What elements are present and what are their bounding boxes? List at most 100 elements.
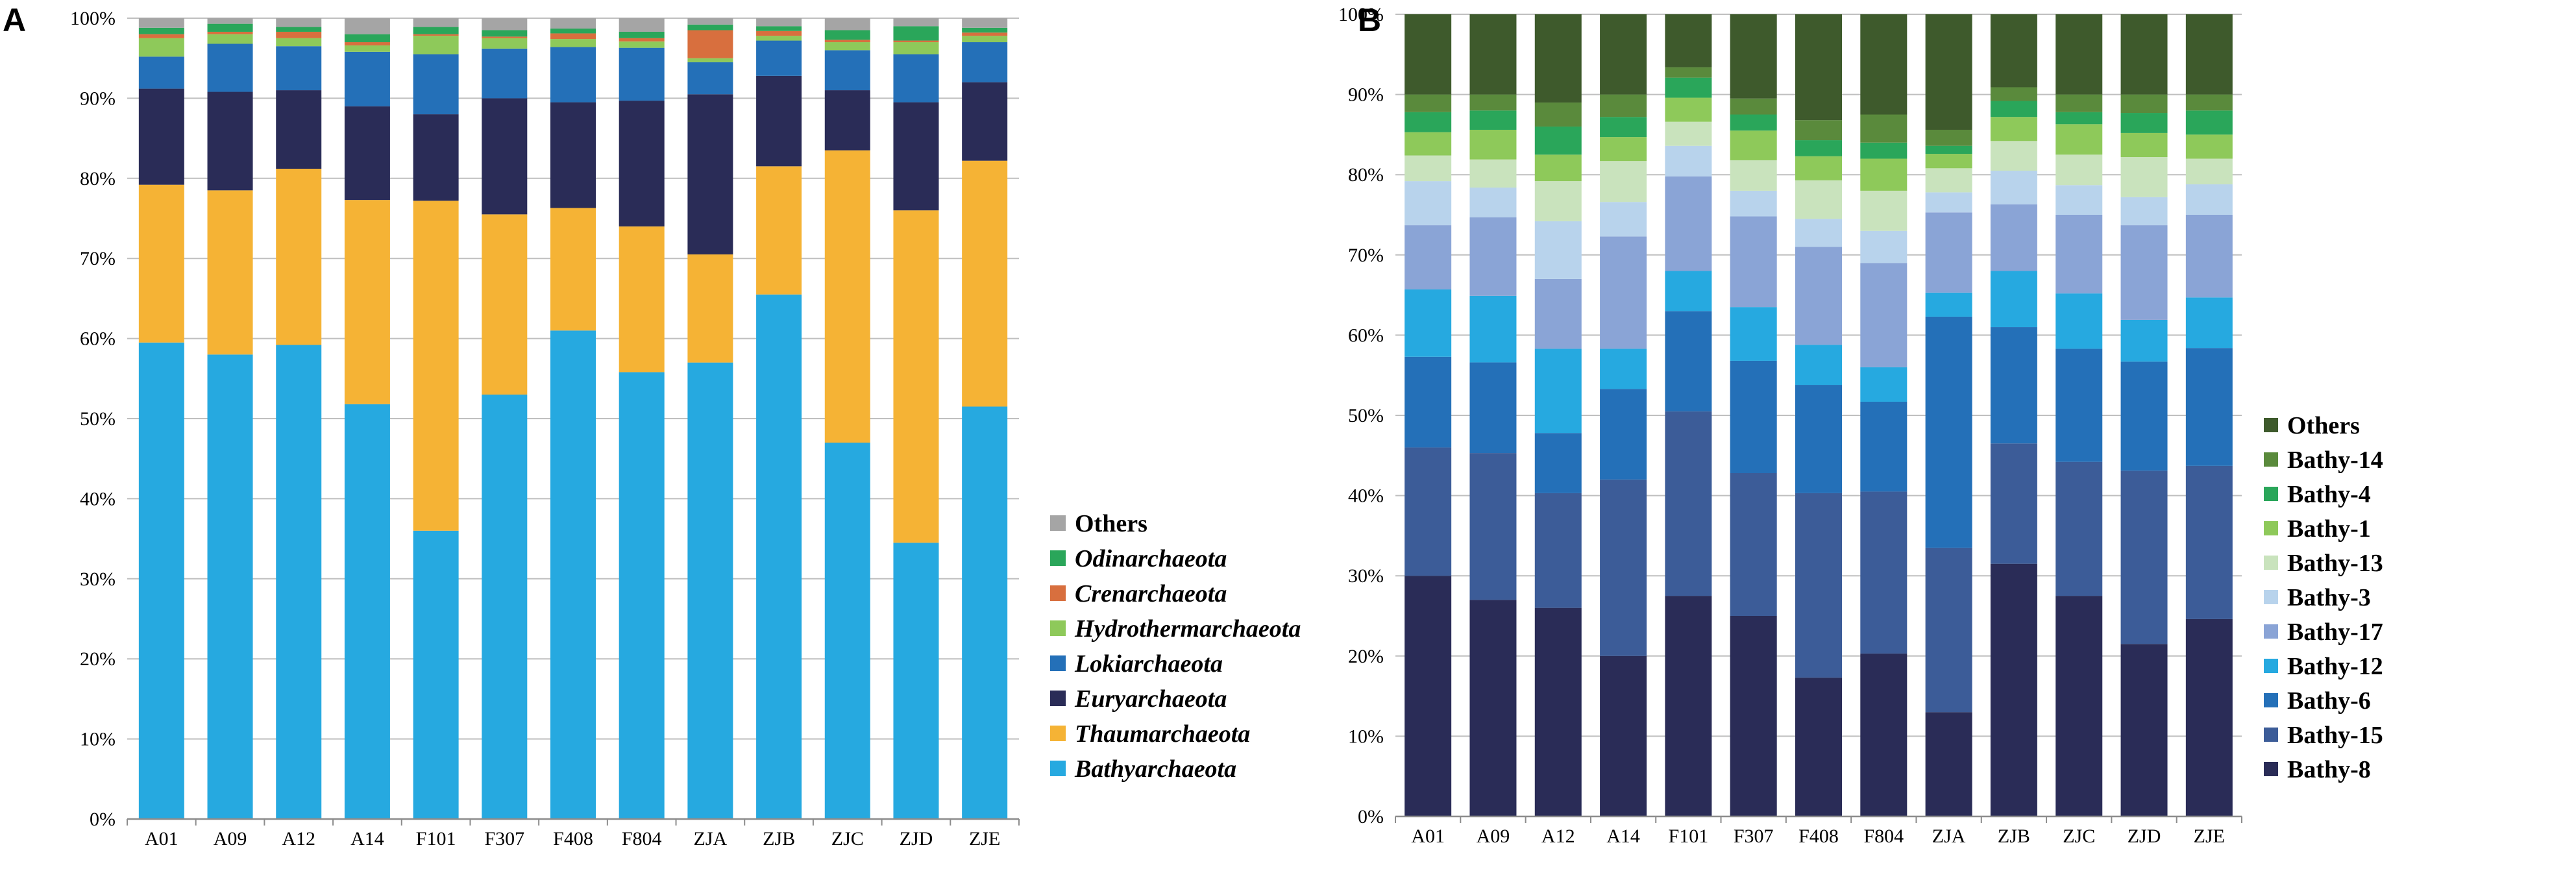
panel-a-legend-swatch (1050, 515, 1066, 531)
panel-a-bar-f307-odinarchaeota (482, 30, 528, 37)
panel-a-bar-f804-hydrothermarchaeota (619, 41, 665, 48)
panel-a-bar-a14-crenarchaeota (344, 42, 390, 45)
panel-b-x-tick-label: A12 (1541, 826, 1575, 847)
panel-b-legend-label: Bathy-3 (2287, 584, 2371, 611)
panel-b-bar-zja-bathy-1 (1925, 154, 1972, 169)
panel-a-bar-f408-others (550, 18, 596, 29)
panel-b-legend-swatch (2264, 693, 2278, 707)
panel-a-bar-a01-bathyarchaeota (138, 342, 184, 819)
panel-b-bar-zjb-bathy-14 (1990, 87, 2037, 101)
panel-b-legend-swatch (2264, 521, 2278, 535)
panel-b-legend: Others Bathy-14 Bathy-4 Bathy-1 Bathy-13 Bath… (2264, 412, 2383, 783)
panel-a-bar-f307-thaumarchaeota (482, 214, 528, 395)
panel-a-bar-zja-thaumarchaeota (687, 254, 733, 363)
panel-a-bar-a09-hydrothermarchaeota (207, 34, 253, 44)
panel-a-bar-a01-thaumarchaeota (138, 184, 184, 343)
panel-a-legend-label: Euryarchaeota (1074, 685, 1227, 713)
panel-b-bar-f307-others (1730, 14, 1777, 99)
panel-b-legend-swatch (2264, 624, 2278, 639)
panel-b-legend-swatch (2264, 728, 2278, 742)
panel-b-bar-a12-bathy-15 (1534, 493, 1582, 608)
panel-b-bar-f804-bathy-14 (1860, 114, 1907, 143)
panel-b-bar-a14-bathy-12 (1600, 349, 1647, 389)
panel-a-legend-label: Hydrothermarchaeota (1074, 615, 1301, 643)
panel-a-bar-f101-euryarchaeota (413, 114, 459, 201)
panel-b-bar-a12-bathy-13 (1534, 181, 1582, 221)
panel-b-bar-zja-bathy-3 (1925, 192, 1972, 213)
panel-a-y-tick-label: 10% (80, 729, 116, 750)
panel-a-x-tick-label: F101 (416, 828, 456, 850)
panel-b-bar-f408-bathy-3 (1795, 219, 1842, 247)
panel-b-bar-zjd-others (2120, 14, 2168, 95)
panel-a-legend-swatch (1050, 726, 1066, 741)
panel-a-bar-a01-others (138, 18, 184, 28)
panel-b-bar-f408-bathy-8 (1795, 678, 1842, 816)
panel-b-x-tick-label: ZJA (1932, 826, 1966, 847)
panel-a-bar-zjc-odinarchaeota (824, 30, 870, 40)
panel-b-bar-zjb-bathy-15 (1990, 443, 2037, 564)
panel-a-bar-zjb-hydrothermarchaeota (756, 36, 802, 41)
panel-b-bar-zje-bathy-8 (2185, 618, 2233, 816)
panel-b-bar-a09-bathy-3 (1469, 187, 1517, 217)
panel-b-bar-f307-bathy-6 (1730, 360, 1777, 473)
panel-a-legend: Others Odinarchaeota Crenarchaeota Hydrothe… (1050, 510, 1301, 783)
panel-b-bar-zjd-bathy-1 (2120, 132, 2168, 158)
panel-b-bar-f307-bathy-8 (1730, 616, 1777, 816)
panel-b-y-tick-label: 70% (1348, 245, 1384, 266)
panel-b-bar-a12-bathy-14 (1534, 102, 1582, 127)
panel-a-bar-zje-others (962, 18, 1008, 28)
panel-b-bar-f408-bathy-13 (1795, 180, 1842, 219)
panel-b-x-tick-label: F307 (1734, 826, 1774, 847)
panel-b-bar-f101-bathy-6 (1665, 311, 1712, 411)
panel-b-bar-a09-bathy-1 (1469, 129, 1517, 160)
panel-b-legend-label: Bathy-13 (2287, 550, 2383, 577)
panel-a-x-tick-label: ZJA (694, 828, 728, 850)
panel-b-bar-zja-bathy-17 (1925, 212, 1972, 293)
panel-a-bar-f804-thaumarchaeota (619, 226, 665, 373)
panel-b-bar-f804-bathy-17 (1860, 263, 1907, 367)
panel-b-bar-zjb-bathy-12 (1990, 271, 2037, 328)
panel-b-bar-f804-bathy-1 (1860, 158, 1907, 191)
panel-b-x-tick-label: F101 (1669, 826, 1709, 847)
panel-b-y-tick-label: 90% (1348, 84, 1384, 106)
panel-a-bar-a09-bathyarchaeota (207, 354, 253, 819)
panel-a-y-tick-label: 40% (80, 488, 116, 509)
panel-a-x-tick-label: F408 (553, 828, 593, 850)
panel-a-bar-zje-euryarchaeota (962, 82, 1008, 161)
panel-b-bar-zjd-bathy-4 (2120, 113, 2168, 133)
panel-b-bar-a14-bathy-1 (1600, 137, 1647, 162)
panel-a-bar-zjb-euryarchaeota (756, 75, 802, 167)
panel-a-bar-f408-bathyarchaeota (550, 330, 596, 819)
panel-b-bar-zja-bathy-4 (1925, 145, 1972, 154)
panel-b-legend-label: Bathy-15 (2287, 722, 2383, 749)
panel-a-y-tick-label: 0% (90, 809, 116, 830)
panel-b-bar-a14-bathy-4 (1600, 117, 1647, 138)
panel-a-bar-zjd-lokiarchaeota (893, 54, 939, 103)
panel-b-bar-zjc-bathy-13 (2055, 154, 2103, 186)
panel-b-bar-a01-bathy-12 (1405, 289, 1452, 357)
panel-a-legend-label: Odinarchaeota (1075, 545, 1227, 572)
panel-a-bar-a09-odinarchaeota (207, 23, 253, 32)
panel-b-bar-f804-bathy-13 (1860, 190, 1907, 231)
panel-a-bar-zjb-thaumarchaeota (756, 166, 802, 295)
panel-b-bar-a09-others (1469, 14, 1517, 95)
panel-b-bar-zje-bathy-13 (2185, 158, 2233, 185)
panel-a-bar-zja-odinarchaeota (687, 24, 733, 31)
panel-b-bar-f307-bathy-14 (1730, 98, 1777, 115)
panel-a-legend-swatch (1050, 620, 1066, 636)
panel-a-bar-f804-lokiarchaeota (619, 47, 665, 101)
panel-a-bar-f804-euryarchaeota (619, 101, 665, 226)
panel-a-legend-swatch (1050, 761, 1066, 776)
panel-b-bar-zjb-bathy-3 (1990, 171, 2037, 204)
panel-b-bar-a01-bathy-4 (1405, 112, 1452, 132)
panel-a-bar-f804-bathyarchaeota (619, 372, 665, 819)
panel-a-legend-swatch (1050, 691, 1066, 706)
panel-b-bar-zjc-bathy-17 (2055, 215, 2103, 294)
panel-b-bar-a09-bathy-6 (1469, 362, 1517, 454)
panel-a-bar-f408-lokiarchaeota (550, 47, 596, 103)
panel-b-bar-f408-bathy-4 (1795, 140, 1842, 156)
panel-b-bar-a09-bathy-14 (1469, 94, 1517, 111)
panel-b-bar-f804-bathy-3 (1860, 230, 1907, 263)
panel-b-bar-f101-bathy-13 (1665, 121, 1712, 146)
panel-a-bar-f804-others (619, 18, 665, 32)
